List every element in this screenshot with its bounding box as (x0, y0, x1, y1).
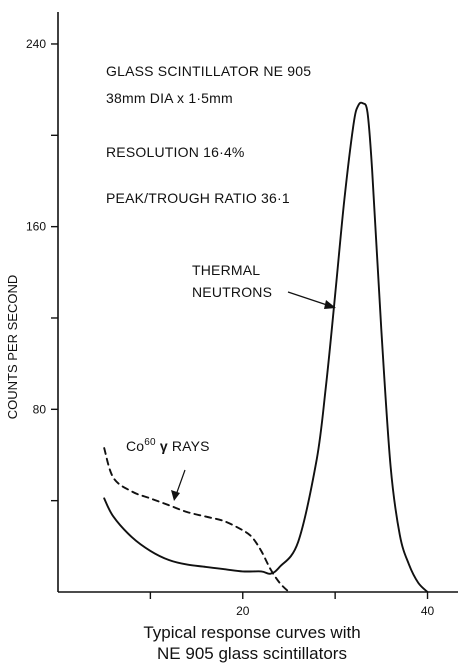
gamma-label-sup: 60 (144, 437, 156, 448)
annotation-line-3: RESOLUTION 16·4% (106, 144, 245, 160)
thermal-label-line-2: NEUTRONS (192, 284, 272, 300)
y-axis-label: COUNTS PER SECOND (5, 275, 20, 419)
caption-line-1: Typical response curves with (143, 623, 360, 642)
y-ticks: 80 160 240 (26, 37, 58, 502)
x-tick-label: 20 (236, 604, 250, 618)
gamma-label-suffix: RAYS (172, 438, 210, 454)
series-line-co60-gamma-rays (103, 447, 290, 593)
annotation-line-4: PEAK/TROUGH RATIO 36·1 (106, 190, 290, 206)
series-layer (103, 101, 429, 593)
gamma-arrow (171, 469, 186, 501)
caption-line-2: NE 905 glass scintillators (157, 644, 347, 663)
annotation-line-2: 38mm DIA x 1·5mm (106, 90, 233, 106)
annotation-line-1: GLASS SCINTILLATOR NE 905 (106, 63, 311, 79)
thermal-label-line-1: THERMAL (192, 262, 260, 278)
series-line-thermal-neutrons (103, 101, 429, 593)
thermal-arrow (287, 291, 336, 309)
gamma-label-prefix: Co (126, 438, 144, 454)
x-tick-label: 40 (421, 604, 435, 618)
axes (57, 12, 458, 593)
x-ticks: 20 40 (149, 592, 435, 618)
gamma-label-symbol: γ (160, 438, 168, 454)
y-tick-label: 240 (26, 37, 46, 51)
y-tick-label: 80 (33, 402, 47, 416)
y-tick-label: 160 (26, 220, 46, 234)
gamma-label: Co60 γ RAYS (126, 437, 210, 454)
